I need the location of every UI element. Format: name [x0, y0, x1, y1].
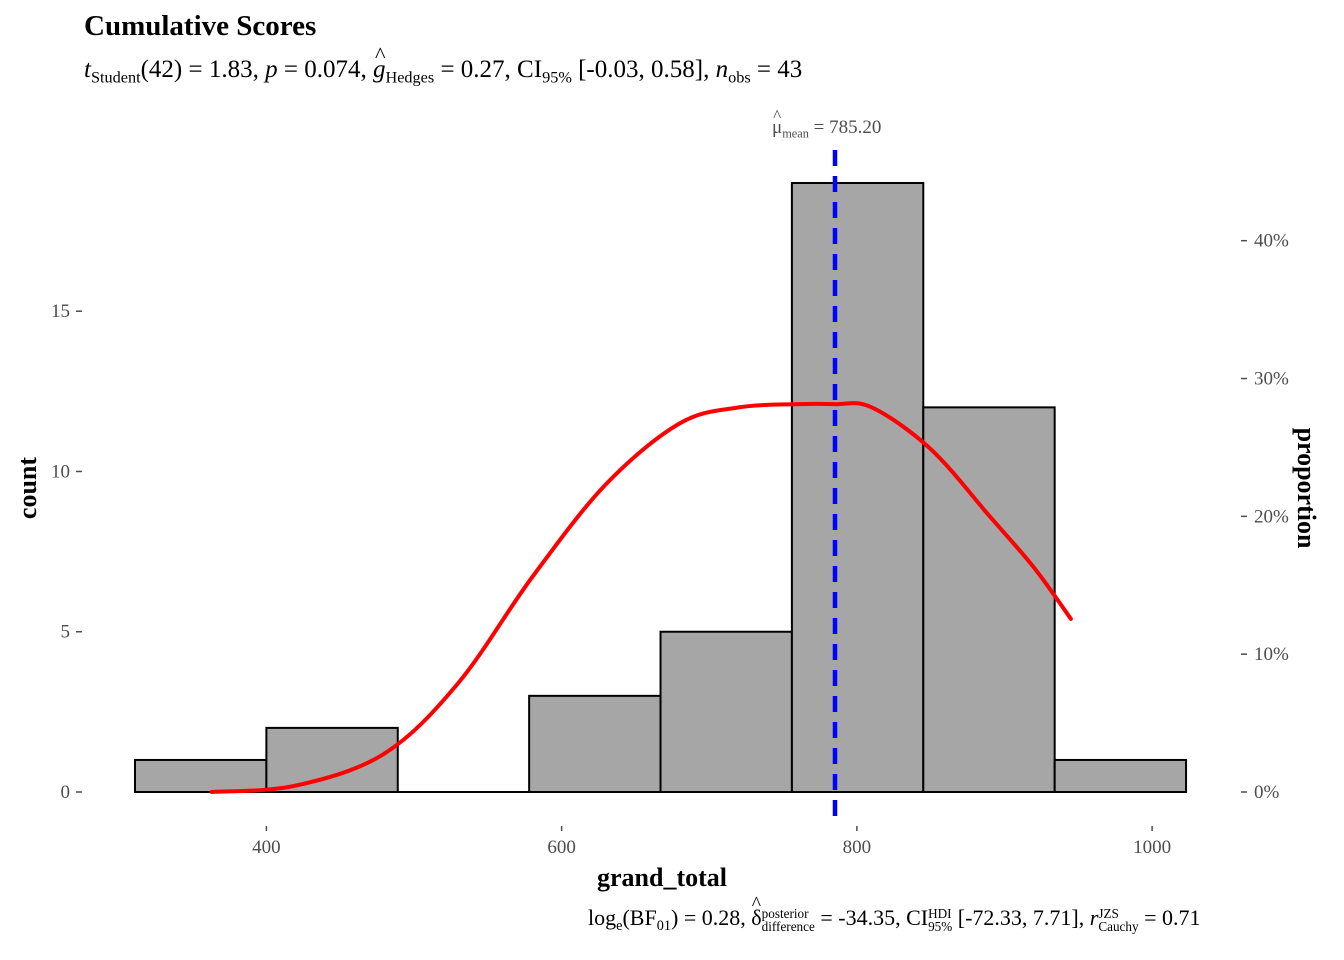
mean-symbol: μ [772, 106, 782, 139]
y2-tick-label-2: 20% [1254, 506, 1289, 527]
n-value: = 43 [750, 56, 803, 83]
mean-label: μmean = 785.20 [772, 106, 882, 141]
x-tick-label-3: 1000 [1133, 837, 1171, 858]
r-sup: JZS [1098, 906, 1119, 922]
histogram-bar-7 [1053, 758, 1188, 794]
delta-sub: difference [761, 918, 815, 934]
histogram-bars [134, 182, 1188, 794]
histogram-bar-6 [922, 406, 1056, 793]
y2-tick-label-4: 40% [1254, 231, 1289, 252]
y2-tick-label-1: 10% [1254, 644, 1289, 665]
n-label: n [715, 56, 729, 83]
delta-value: = -34.35, CI [814, 905, 929, 930]
y2-tick-label-3: 30% [1254, 369, 1289, 390]
histogram-bar-1 [265, 726, 399, 793]
histogram-bar-4 [659, 630, 793, 793]
density-curve-group [209, 401, 1073, 794]
y-tick-label-0: 0 [61, 782, 71, 803]
mean-value: = 785.20 [808, 117, 882, 138]
delta-label: δ [751, 893, 762, 931]
r-label: r [1089, 905, 1099, 930]
p-label: p [265, 56, 278, 83]
log-sub: e [616, 918, 623, 934]
y-axis-right: 0% 10% 20% 30% 40% [1241, 231, 1289, 803]
ci-value: [-0.03, 0.58], [571, 56, 716, 83]
y2-tick-label-0: 0% [1254, 782, 1280, 803]
ci-sup: HDI [928, 906, 952, 922]
n-sub: obs [728, 68, 751, 87]
histogram-bar-3 [528, 694, 662, 793]
delta-sup: posterior [761, 906, 809, 922]
chart-title: Cumulative Scores [84, 10, 317, 42]
ci-sub: 95% [928, 918, 953, 934]
delta-scripts: posterior difference [762, 908, 815, 933]
y-axis-title: count [13, 457, 42, 519]
x-tick-label-1: 600 [547, 837, 576, 858]
p-value: = 0.074, [277, 56, 373, 83]
r-value: = 0.71 [1138, 905, 1201, 930]
t-label: t [84, 56, 91, 83]
bf-open: (BF [622, 905, 657, 930]
chart-caption: loge(BF01) = 0.28, δposteriordifference … [588, 893, 1201, 935]
g-value: = 0.27, CI [434, 56, 543, 83]
density-curve [209, 401, 1073, 794]
x-tick-label-2: 800 [843, 837, 872, 858]
mean-sub: mean [782, 126, 809, 141]
histogram-bar-5 [790, 182, 925, 793]
g-sub: Hedges [385, 68, 435, 87]
df-value: (42) = 1.83, [140, 56, 266, 83]
ci-sub: 95% [542, 68, 572, 87]
histogram-bar-0 [134, 758, 268, 794]
bf-sub: 01 [656, 918, 672, 934]
y-tick-label-1: 5 [61, 622, 71, 643]
bf-value: ) = 0.28, [671, 905, 752, 930]
t-sub: Student [90, 68, 141, 87]
r-scripts: JZS Cauchy [1098, 908, 1138, 933]
ci-scripts: HDI 95% [928, 908, 952, 933]
caption-ci-value: [-72.33, 7.71], [952, 905, 1090, 930]
r-sub: Cauchy [1098, 918, 1139, 934]
log-label: log [588, 905, 617, 930]
y2-axis-title: proportion [1292, 428, 1321, 549]
x-axis: 400 600 800 1000 [252, 826, 1171, 858]
g-label: g [373, 42, 386, 84]
x-axis-title: grand_total [597, 863, 727, 892]
y-tick-label-2: 10 [51, 461, 70, 482]
chart-subtitle: tStudent(42) = 1.83, p = 0.074, gHedges … [84, 42, 803, 88]
x-tick-label-0: 400 [252, 837, 281, 858]
y-tick-label-3: 15 [51, 301, 70, 322]
y-axis-left: 0 5 10 15 [51, 301, 82, 803]
